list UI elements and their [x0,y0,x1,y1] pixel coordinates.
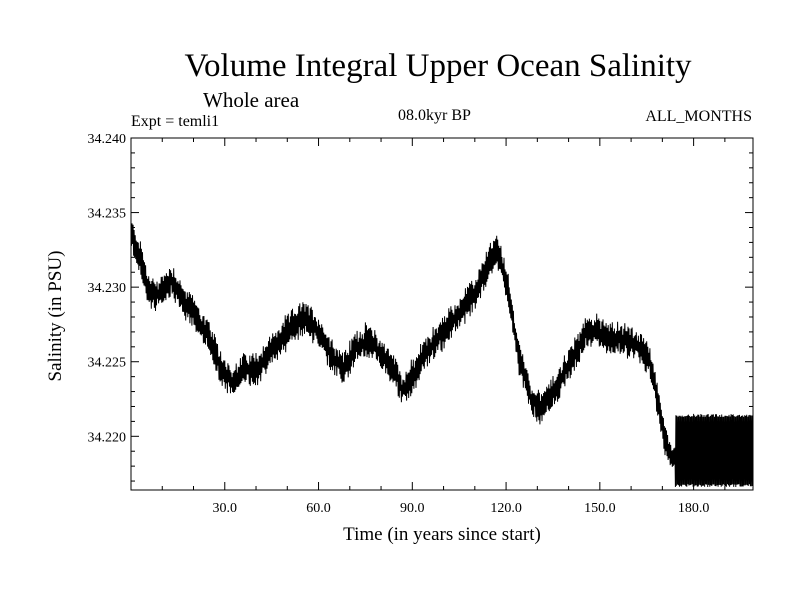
period-label: 08.0kyr BP [398,107,471,124]
x-axis-label: Time (in years since start) [343,524,541,545]
months-label: ALL_MONTHS [645,108,752,125]
y-axis-label: Salinity (in PSU) [45,250,66,382]
y-tick-label: 34.235 [88,207,127,222]
x-tick-label: 180.0 [678,501,710,516]
x-tick-label: 30.0 [213,501,238,516]
chart-title: Volume Integral Upper Ocean Salinity [184,48,692,84]
y-tick-label: 34.230 [88,281,127,296]
x-tick-label: 90.0 [400,501,425,516]
x-tick-label: 60.0 [306,501,331,516]
y-tick-label: 34.225 [88,356,127,371]
x-tick-label: 150.0 [584,501,616,516]
y-tick-label: 34.220 [88,430,127,445]
chart-subtitle: Whole area [203,88,300,112]
experiment-label: Expt = temli1 [131,113,220,130]
series-line-salinity [130,223,754,488]
plot-frame [130,137,754,491]
x-tick-label: 120.0 [490,501,522,516]
y-tick-label: 34.240 [88,132,127,147]
